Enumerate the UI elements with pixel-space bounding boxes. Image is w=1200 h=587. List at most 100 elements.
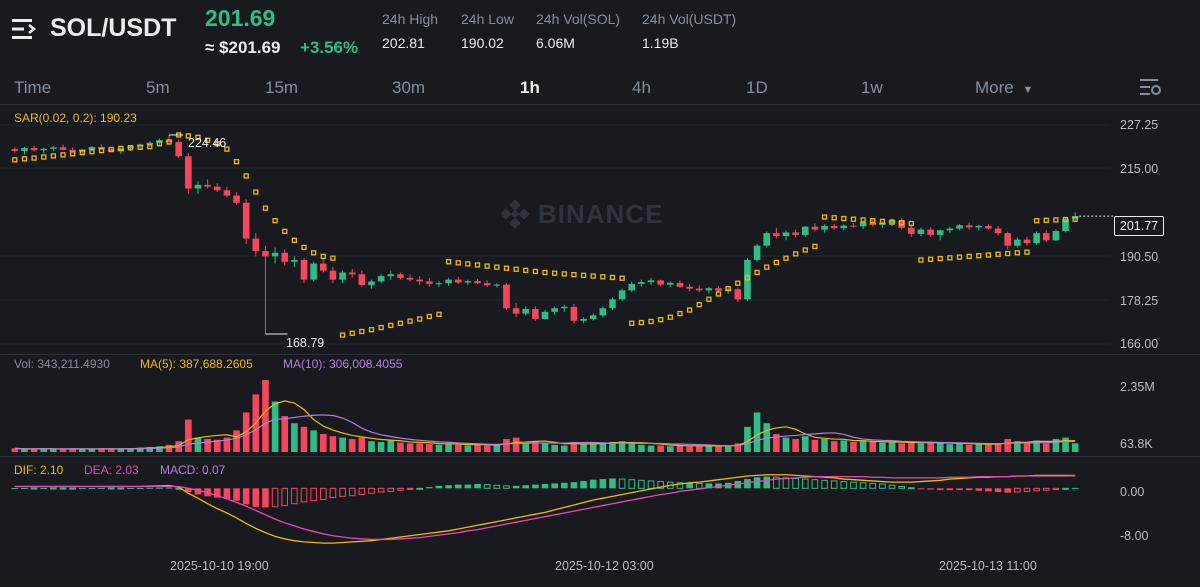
- candle-body: [695, 288, 703, 291]
- candle-body: [464, 281, 472, 283]
- volume-bar: [917, 443, 925, 452]
- sar-dot: [455, 260, 461, 266]
- macd-bar: [474, 484, 481, 489]
- volume-bar: [908, 441, 915, 452]
- time-tick: 2025-10-12 03:00: [555, 559, 654, 573]
- stat-label: 24h Low: [461, 11, 514, 27]
- candle-body: [985, 226, 992, 229]
- menu-icon[interactable]: [12, 18, 38, 40]
- stat-value: 202.81: [382, 35, 425, 51]
- volume-bar: [262, 380, 269, 452]
- volume-bar: [560, 445, 568, 452]
- sar-label: SAR(0.02, 0.2): 190.23: [14, 111, 137, 125]
- macd-bar: [291, 487, 298, 505]
- sar-dot: [426, 313, 432, 320]
- volume-bar: [416, 443, 423, 452]
- tab-1w[interactable]: 1w: [861, 78, 883, 97]
- volume-bar: [1071, 443, 1079, 452]
- sar-dot: [147, 143, 153, 150]
- candle-body: [811, 226, 819, 230]
- macd-bar: [40, 487, 48, 489]
- sar-dot: [976, 253, 982, 259]
- macd-bar: [127, 488, 134, 490]
- sar-dot: [619, 275, 625, 281]
- tab-1d[interactable]: 1D: [746, 78, 768, 97]
- volume-bar: [676, 445, 684, 452]
- macd-bar: [185, 488, 192, 493]
- sar-dot: [98, 147, 105, 154]
- macd-bar: [117, 487, 125, 490]
- macd-bar: [888, 484, 896, 489]
- tab-5m[interactable]: 5m: [146, 78, 170, 97]
- tab-4h[interactable]: 4h: [632, 78, 651, 97]
- candle-body: [107, 149, 115, 152]
- volume-bar: [522, 443, 530, 452]
- macd-bar: [493, 484, 501, 489]
- volume-bar: [994, 443, 1002, 452]
- tab-30m[interactable]: 30m: [392, 78, 426, 97]
- candle-body: [782, 232, 790, 237]
- sar-dot: [658, 317, 664, 323]
- sar-dot: [1014, 250, 1020, 256]
- divider: [0, 456, 1200, 457]
- sar-dot: [79, 150, 85, 156]
- candle-body: [1033, 233, 1040, 244]
- sar-dot: [359, 328, 365, 335]
- price-tick: 190.50: [1120, 250, 1159, 264]
- time-tick: 2025-10-10 19:00: [170, 559, 269, 573]
- pair-title[interactable]: SOL/USDT: [50, 14, 177, 42]
- candle-body: [358, 274, 366, 286]
- volume-bar: [773, 434, 780, 452]
- tab-1h[interactable]: 1h: [520, 78, 540, 97]
- sar-dot: [503, 265, 510, 271]
- tab-time[interactable]: Time: [14, 78, 52, 97]
- chart-settings-icon[interactable]: [1138, 76, 1162, 98]
- volume-bar: [78, 449, 86, 452]
- stat-24h-vol-usdt: 24h Vol(USDT) 1.19B: [642, 11, 736, 51]
- macd-bar: [78, 488, 86, 490]
- macd-bar: [879, 483, 886, 489]
- macd-bar: [801, 478, 809, 489]
- sar-dot: [725, 285, 731, 292]
- volume-bar: [185, 419, 192, 452]
- candle-body: [956, 225, 963, 229]
- volume-bar: [811, 439, 819, 452]
- sar-dot: [204, 137, 211, 143]
- macd-bar: [917, 488, 925, 490]
- volume-bar: [204, 439, 211, 452]
- sar-dot: [291, 237, 298, 243]
- candle-body: [493, 284, 501, 286]
- ma10-line: [14, 414, 1076, 450]
- candle-body: [609, 299, 616, 309]
- macd-bar: [262, 488, 269, 508]
- macd-bar: [98, 487, 105, 489]
- macd-bar: [570, 482, 578, 489]
- volume-bar: [792, 439, 799, 452]
- tab-more[interactable]: More ▼: [975, 78, 1033, 98]
- volume-bar: [339, 437, 346, 452]
- volume-bar: [319, 434, 327, 452]
- sar-dot: [282, 228, 288, 235]
- candle-body: [686, 286, 693, 289]
- sar-dot: [850, 216, 857, 222]
- dea-line: [14, 475, 1076, 541]
- macd-bar: [532, 484, 539, 489]
- tab-15m[interactable]: 15m: [265, 78, 299, 97]
- sar-dot: [262, 205, 269, 211]
- candle-body: [946, 228, 954, 231]
- macd-bar: [927, 488, 934, 490]
- binance-logo-icon: [500, 199, 530, 229]
- candle-body: [936, 230, 944, 235]
- volume-bar: [570, 441, 578, 452]
- volume-bar: [146, 446, 154, 452]
- sar-dot: [445, 259, 452, 265]
- candle-body: [551, 308, 558, 312]
- volume-bar: [271, 401, 279, 452]
- candle-body: [1052, 231, 1060, 241]
- sar-dot: [1072, 216, 1078, 222]
- candle-body: [647, 280, 655, 283]
- macd-bar: [368, 487, 375, 494]
- sar-dot: [571, 271, 577, 278]
- candle-body: [994, 228, 1002, 234]
